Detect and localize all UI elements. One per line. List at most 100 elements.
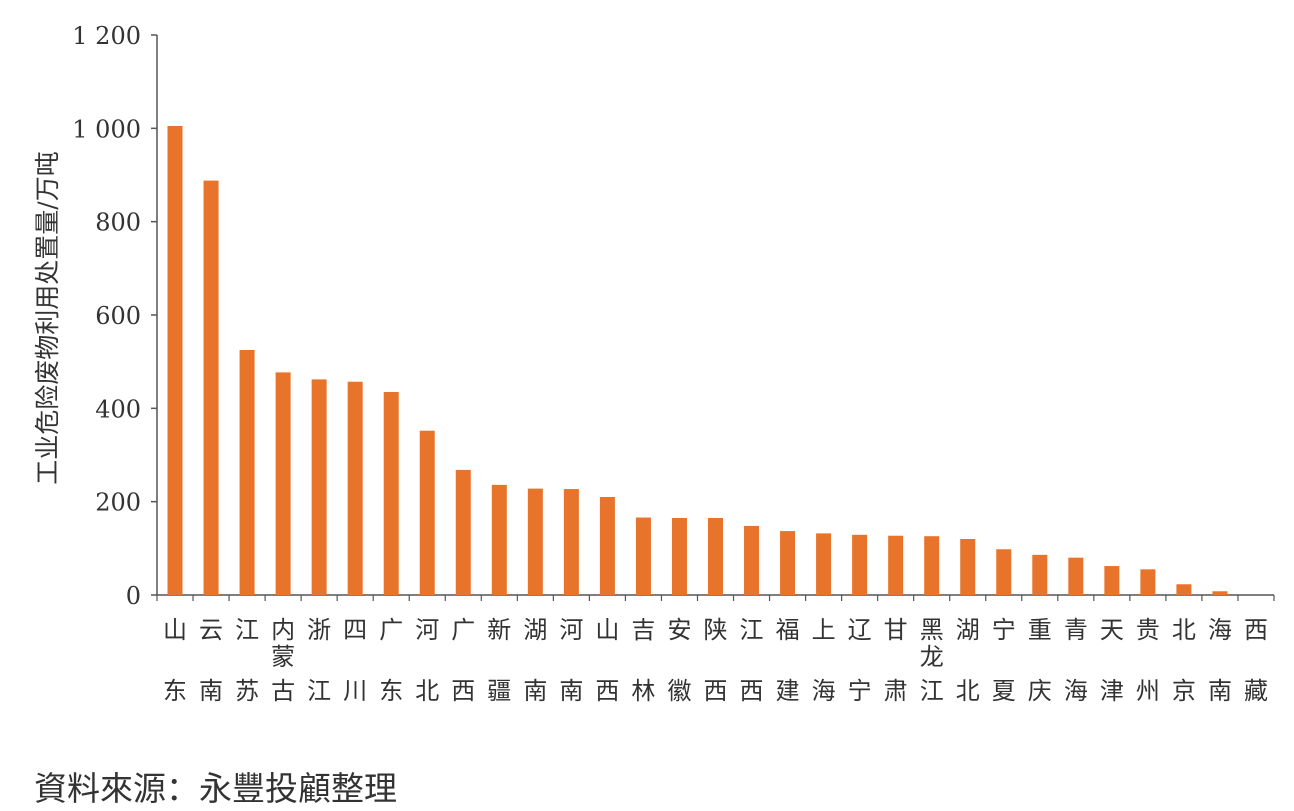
category-label: 山东 [163, 616, 187, 705]
category-label-char: 京 [1172, 677, 1196, 705]
bar [419, 430, 435, 595]
category-label: 西藏 [1244, 616, 1268, 705]
bar [1140, 569, 1156, 595]
category-label-char: 北 [1172, 616, 1196, 644]
category-label-char: 吉 [631, 616, 655, 644]
category-label-char: 南 [1208, 677, 1232, 705]
x-axis-ticks [156, 595, 1275, 601]
bar [1068, 557, 1084, 595]
category-label: 上海 [812, 616, 836, 705]
y-tick-label: 1 000 [72, 115, 141, 143]
y-tick-label: 600 [95, 302, 141, 330]
category-label-char: 安 [667, 616, 691, 644]
category-label: 广西 [451, 616, 475, 705]
bar-chart: 工业危险废物利用处置量/万吨 0 200 400 600 800 1 000 1 200 山… [33, 22, 1275, 705]
category-label: 贵州 [1136, 616, 1160, 705]
category-label: 北京 [1172, 616, 1196, 705]
category-label: 河南 [559, 616, 583, 705]
category-label-char: 林 [631, 677, 655, 705]
category-label: 湖南 [523, 616, 547, 705]
category-label-char: 川 [343, 677, 367, 705]
category-label-char: 广 [379, 616, 403, 644]
category-label: 甘肃 [884, 616, 908, 705]
category-label: 四川 [343, 616, 367, 705]
category-label: 宁夏 [992, 616, 1016, 705]
y-tick-label: 200 [95, 489, 141, 517]
category-label: 新疆 [487, 616, 511, 705]
category-label-char: 庆 [1028, 677, 1052, 705]
bar [924, 536, 940, 595]
bar [708, 518, 723, 595]
category-label-char: 西 [595, 677, 619, 705]
category-label-char: 内 [271, 616, 295, 644]
bar [239, 350, 255, 595]
category-label-char: 江 [920, 677, 944, 705]
category-label-char: 津 [1100, 677, 1124, 705]
y-axis-label-group: 工业危险废物利用处置量/万吨 [33, 151, 62, 484]
category-label: 浙江 [307, 616, 331, 705]
bar [1176, 584, 1192, 595]
y-tick-label: 1 200 [72, 22, 141, 50]
category-label-char: 南 [559, 677, 583, 705]
bar [203, 180, 219, 595]
category-label-char: 湖 [523, 616, 547, 644]
category-label-char: 云 [199, 616, 223, 644]
category-label-char: 新 [487, 616, 511, 644]
bar [311, 379, 327, 595]
y-tick-label: 0 [126, 582, 141, 610]
bar [347, 381, 363, 595]
category-label-char: 辽 [848, 616, 872, 644]
bar [635, 517, 651, 595]
category-label-char: 建 [776, 677, 800, 705]
category-label-char: 江 [307, 677, 331, 705]
category-label-char: 西 [451, 677, 475, 705]
category-label-char: 青 [1064, 616, 1088, 644]
category-label-char: 南 [199, 677, 223, 705]
category-label-char: 徽 [667, 677, 691, 705]
bar [1212, 591, 1228, 595]
source-note: 資料來源：永豐投顧整理 [34, 769, 397, 808]
category-label: 广东 [379, 616, 403, 705]
y-tick-label: 800 [95, 209, 141, 237]
category-label-char: 陕 [704, 616, 728, 644]
category-label: 湖北 [956, 616, 980, 705]
bar [996, 549, 1012, 595]
category-label-char: 西 [740, 677, 764, 705]
bar [491, 484, 507, 595]
category-label-char: 肃 [884, 677, 908, 705]
bar [167, 126, 183, 595]
category-label-char: 南 [523, 677, 547, 705]
category-label-char: 疆 [487, 677, 511, 705]
bars-group [167, 126, 1228, 595]
category-label-char: 东 [379, 677, 403, 705]
category-label-char: 夏 [992, 677, 1016, 705]
category-label: 陕西 [704, 616, 728, 705]
category-label-char: 四 [343, 616, 367, 644]
bar [1032, 554, 1048, 595]
category-label-char: 州 [1136, 677, 1160, 705]
category-label-char: 宁 [992, 616, 1016, 644]
bar [455, 469, 471, 595]
category-label-char: 龙 [920, 643, 944, 671]
category-label-char: 天 [1100, 616, 1124, 644]
bar [599, 497, 615, 595]
bar [383, 392, 399, 595]
category-label-char: 福 [776, 616, 800, 644]
category-label-char: 贵 [1136, 616, 1160, 644]
category-label-char: 藏 [1244, 677, 1268, 705]
category-label: 云南 [199, 616, 223, 705]
bar [671, 518, 687, 595]
bar [527, 488, 543, 595]
category-label: 福建 [776, 616, 800, 705]
category-label: 黑龙江 [920, 616, 944, 705]
category-label-char: 海 [812, 677, 836, 705]
category-label-char: 山 [595, 616, 619, 644]
category-label-char: 西 [704, 677, 728, 705]
y-tick-label: 400 [95, 395, 141, 423]
category-label: 吉林 [631, 616, 655, 705]
bar [780, 531, 796, 595]
category-label: 安徽 [667, 616, 691, 705]
category-label-char: 甘 [884, 616, 908, 644]
category-label-char: 河 [415, 616, 439, 644]
category-label-char: 西 [1244, 616, 1268, 644]
